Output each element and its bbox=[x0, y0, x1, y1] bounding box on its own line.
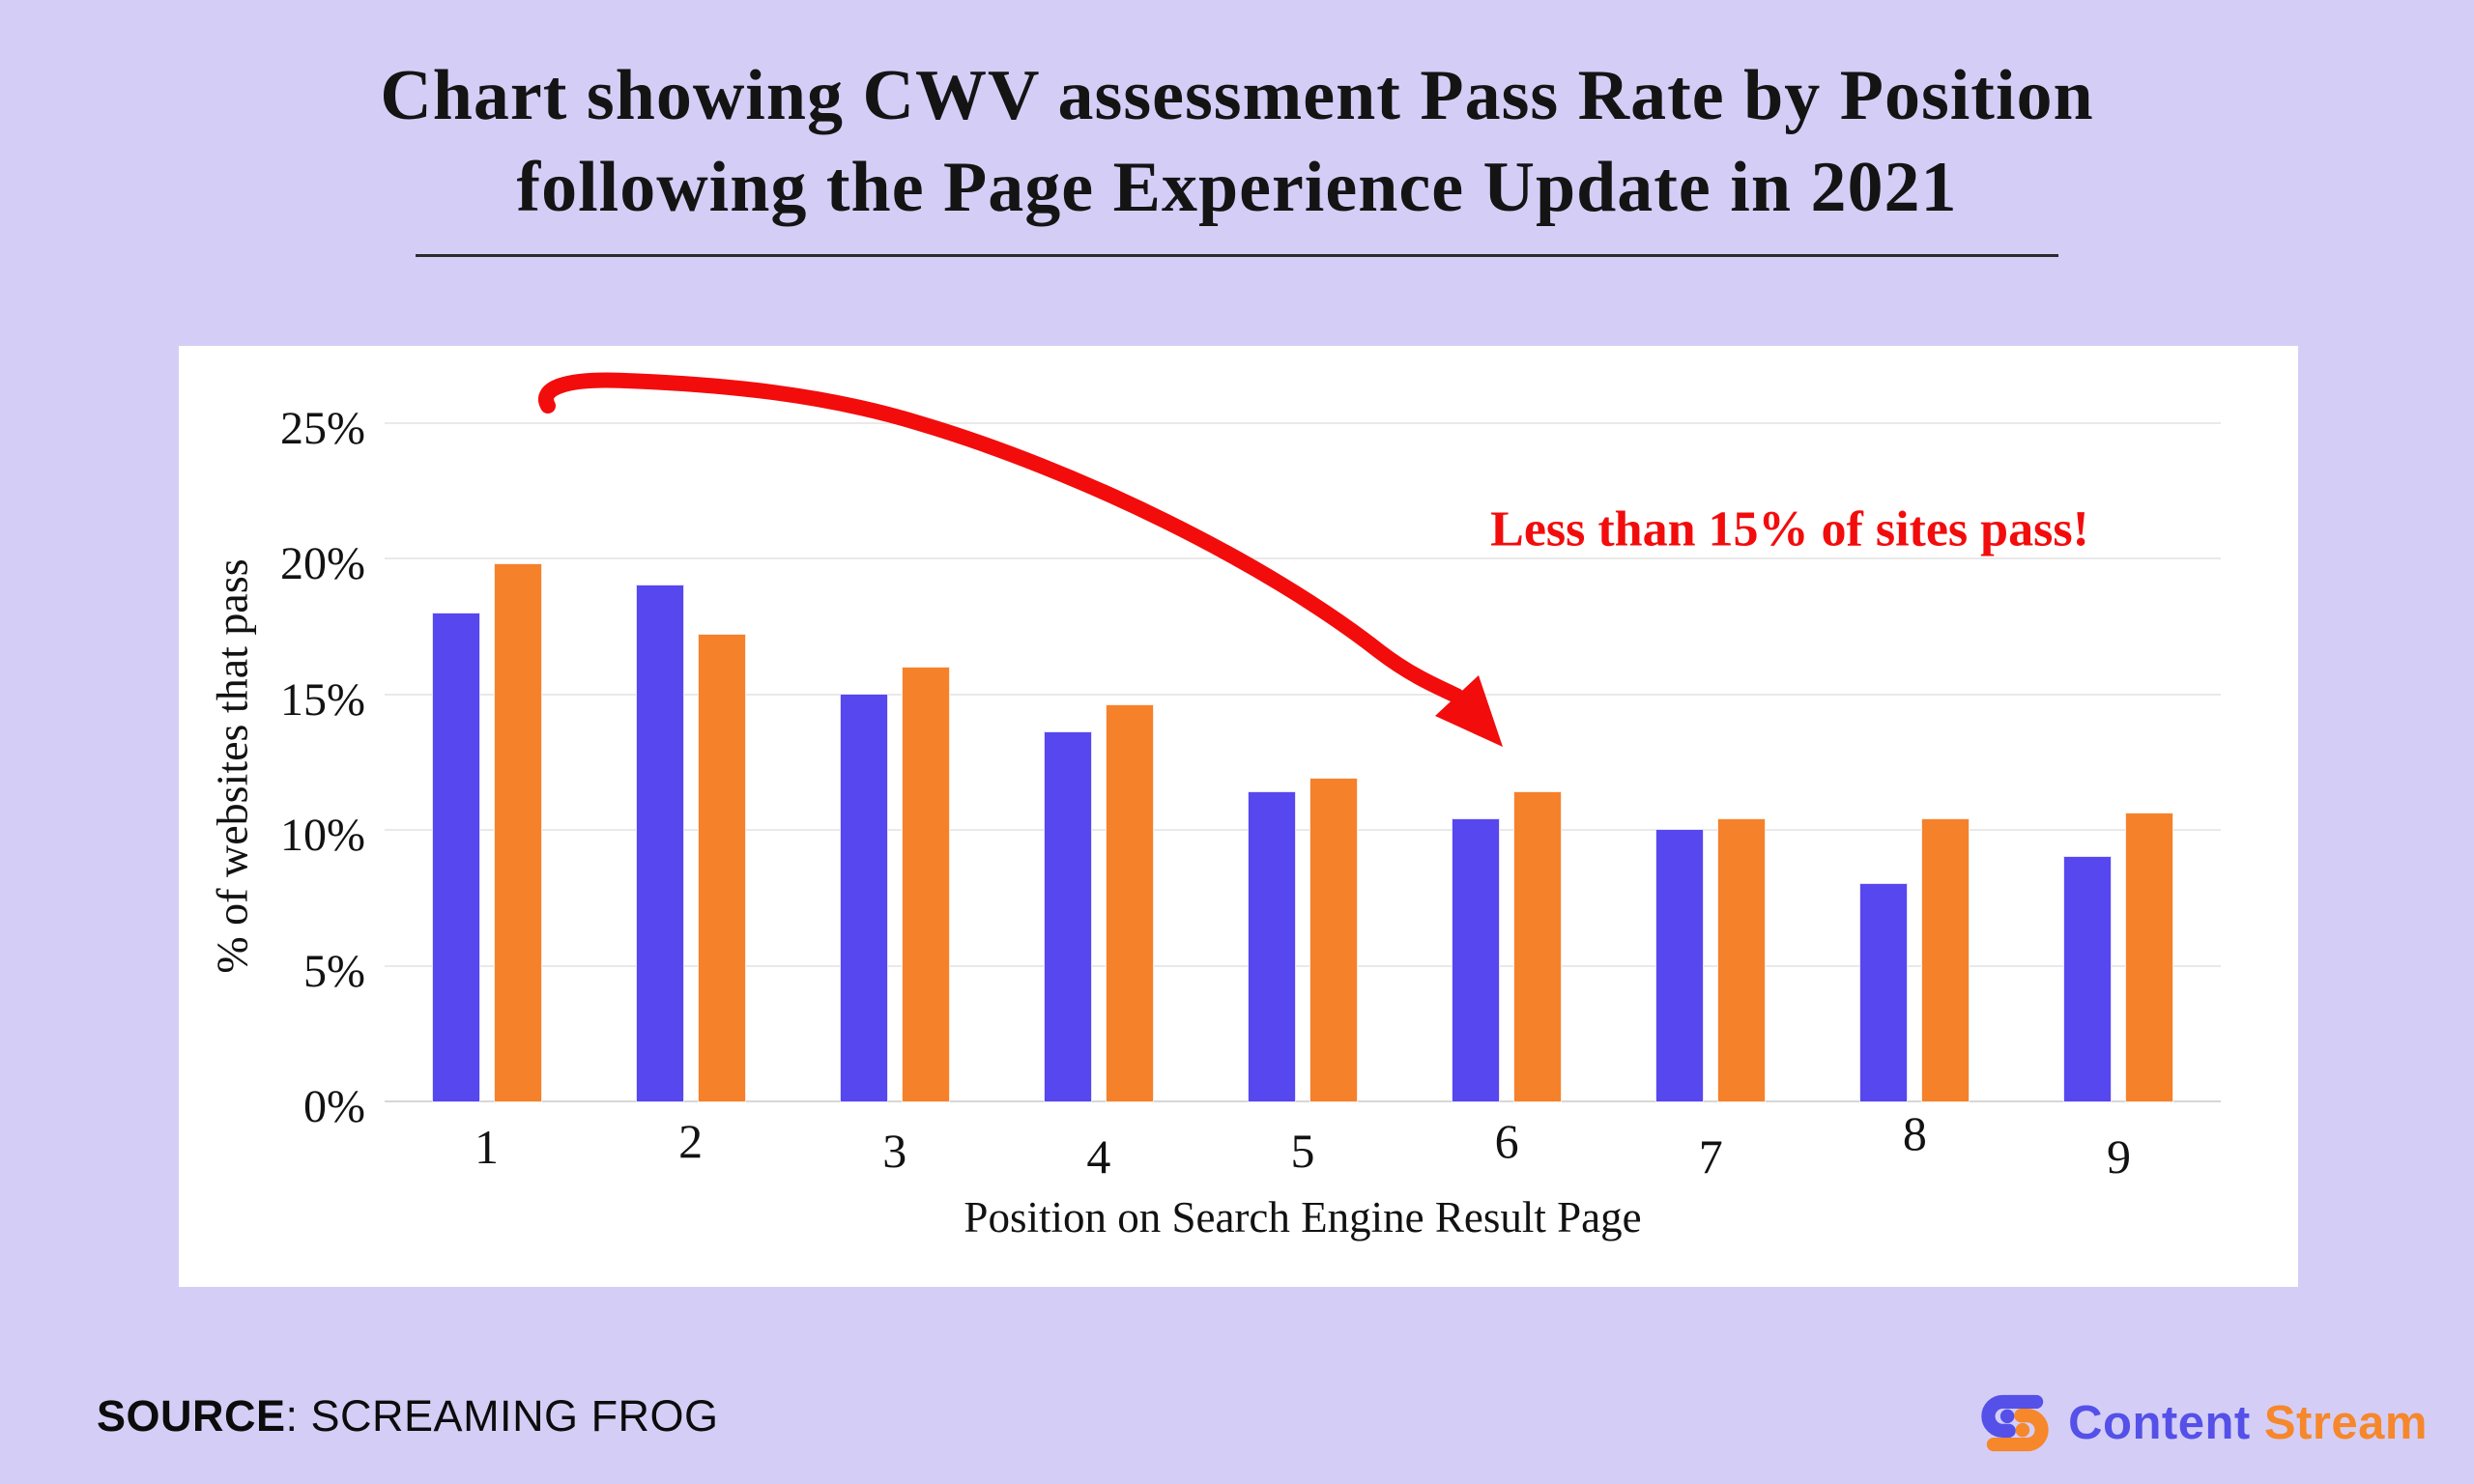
bar-series-orange-position-3 bbox=[901, 667, 950, 1102]
y-axis-tick-label-5: 5% bbox=[303, 945, 365, 997]
bar-group-position-1 bbox=[431, 563, 542, 1102]
source-label: SOURCE bbox=[97, 1391, 286, 1441]
gridline-10pct bbox=[385, 829, 2221, 832]
bar-group-position-9 bbox=[2063, 813, 2174, 1102]
gridline-20pct bbox=[385, 557, 2221, 560]
bar-group-position-2 bbox=[635, 585, 746, 1102]
chart-title-line1: Chart showing CWV assessment Pass Rate b… bbox=[380, 56, 2094, 135]
x-axis-tick-label-2: 2 bbox=[678, 1114, 704, 1168]
logo: Content Stream bbox=[1975, 1389, 2428, 1457]
x-axis-tick-label-9: 9 bbox=[2106, 1129, 2131, 1184]
y-axis-title: % of websites that pass bbox=[207, 558, 257, 974]
bar-series-blue-position-2 bbox=[635, 585, 684, 1102]
logo-text: Content Stream bbox=[2068, 1396, 2428, 1450]
bar-series-blue-position-5 bbox=[1248, 791, 1296, 1102]
content-stream-logo-icon bbox=[1981, 1394, 2049, 1452]
annotation-label: Less than 15% of sites pass! bbox=[1490, 501, 2089, 557]
bar-series-orange-position-6 bbox=[1513, 791, 1563, 1102]
source-value: : SCREAMING FROG bbox=[285, 1391, 719, 1441]
y-axis-tick-label-0: 0% bbox=[303, 1081, 365, 1132]
bar-series-orange-position-7 bbox=[1717, 818, 1767, 1102]
bar-series-blue-position-3 bbox=[839, 694, 888, 1102]
bar-series-blue-position-9 bbox=[2063, 856, 2113, 1102]
x-axis-tick-label-3: 3 bbox=[882, 1124, 907, 1178]
bar-series-blue-position-4 bbox=[1043, 731, 1092, 1102]
bar-group-position-3 bbox=[839, 667, 950, 1102]
bar-series-orange-position-9 bbox=[2125, 813, 2174, 1102]
bar-group-position-7 bbox=[1655, 818, 1767, 1102]
bar-series-orange-position-5 bbox=[1309, 778, 1358, 1102]
bar-series-blue-position-6 bbox=[1452, 818, 1501, 1102]
bar-series-blue-position-7 bbox=[1655, 829, 1705, 1102]
y-axis-tick-label-10: 10% bbox=[280, 810, 365, 862]
source-line: SOURCE: SCREAMING FROG bbox=[97, 1391, 719, 1441]
chart-title: Chart showing CWV assessment Pass Rate b… bbox=[0, 50, 2474, 258]
bar-series-orange-position-4 bbox=[1105, 704, 1154, 1102]
bar-group-position-8 bbox=[1859, 818, 1971, 1102]
bar-series-orange-position-1 bbox=[493, 563, 542, 1102]
chart-title-line2: following the Page Experience Update in … bbox=[516, 147, 1958, 227]
bar-group-position-4 bbox=[1043, 704, 1154, 1102]
gridline-0pct bbox=[385, 1100, 2221, 1102]
x-axis-tick-label-7: 7 bbox=[1698, 1129, 1723, 1184]
bar-series-blue-position-1 bbox=[431, 613, 480, 1102]
y-axis-tick-label-15: 15% bbox=[280, 673, 365, 726]
x-axis-tick-label-8: 8 bbox=[1902, 1106, 1927, 1160]
logo-word-content: Content bbox=[2068, 1397, 2251, 1449]
gridline-25pct bbox=[385, 422, 2221, 424]
x-axis-title: Position on Search Engine Result Page bbox=[964, 1193, 1642, 1241]
y-axis-tick-label-25: 25% bbox=[280, 403, 365, 454]
bar-series-orange-position-8 bbox=[1921, 818, 1971, 1102]
x-axis-tick-label-1: 1 bbox=[475, 1120, 500, 1174]
bar-group-position-5 bbox=[1248, 778, 1358, 1102]
gridline-5pct bbox=[385, 964, 2221, 967]
bar-series-orange-position-2 bbox=[697, 634, 746, 1102]
plot-area: 0% 5% 10% 15% 20% 25% 1 2 3 4 5 6 7 8 9 bbox=[280, 346, 2221, 1287]
title-underline bbox=[416, 254, 2058, 258]
bar-series-blue-position-8 bbox=[1859, 883, 1909, 1102]
x-axis-tick-label-6: 6 bbox=[1494, 1114, 1519, 1168]
x-axis-tick-label-4: 4 bbox=[1086, 1129, 1111, 1184]
chart-card: % of websites that pass 0% 5% 10% 15% 20% 25%… bbox=[179, 346, 2298, 1287]
logo-word-stream: Stream bbox=[2263, 1397, 2428, 1449]
y-axis-tick-label-20: 20% bbox=[280, 538, 365, 590]
bar-group-position-6 bbox=[1452, 791, 1563, 1102]
x-axis-tick-label-5: 5 bbox=[1290, 1124, 1315, 1178]
